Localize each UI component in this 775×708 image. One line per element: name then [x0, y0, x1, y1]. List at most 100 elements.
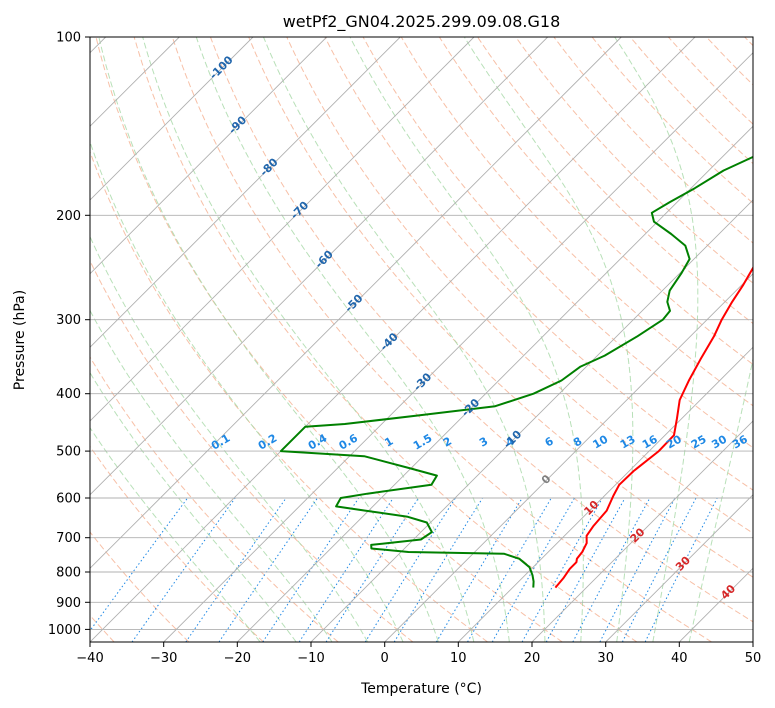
- mixing-ratio-line: [435, 497, 523, 642]
- axis-ticks: −40 −30 −20 −10 0 10 20 30 40 5010020030040050060…: [48, 31, 761, 667]
- y-tick-label: 100: [56, 31, 81, 46]
- isotherm-line: [457, 346, 753, 642]
- chart-title: wetPf2_GN04.2025.299.09.08.G18: [283, 12, 561, 32]
- x-tick-label: 30: [597, 651, 614, 666]
- dry-adiabat: [438, 37, 753, 366]
- dry-adiabat: [477, 37, 753, 325]
- isotherm-label: 0: [539, 472, 554, 487]
- mixing-ratio-label: 16: [640, 432, 660, 451]
- isotherm-label: -20: [459, 396, 482, 419]
- isotherm-line: [90, 37, 328, 275]
- y-tick-label: 400: [56, 387, 81, 402]
- x-tick-label: −10: [297, 651, 324, 666]
- isotherm-label: -90: [226, 113, 249, 136]
- x-tick-label: −40: [76, 651, 103, 666]
- moist-adiabat: [262, 37, 546, 642]
- background-grid: [90, 37, 753, 642]
- isotherm-label: 30: [673, 553, 693, 573]
- isotherm-line: [605, 494, 753, 642]
- mixing-ratio-line: [218, 497, 318, 642]
- moist-adiabat: [90, 371, 297, 642]
- mixing-ratio-label: 8: [571, 435, 584, 450]
- mixing-ratio-line: [644, 497, 718, 642]
- y-tick-label: 900: [56, 596, 81, 611]
- dry-adiabat: [210, 37, 753, 623]
- x-axis-label: Temperature (°C): [360, 681, 482, 697]
- dewpoint-line: [279, 155, 753, 588]
- mixing-ratio-label: 25: [689, 433, 709, 452]
- mixing-ratio-label: 20: [664, 432, 684, 451]
- dry-adiabat: [90, 445, 264, 642]
- isotherm-line: [90, 37, 254, 201]
- dry-adiabat: [591, 37, 753, 204]
- x-tick-label: 50: [745, 651, 762, 666]
- mixing-ratio-line: [545, 497, 626, 642]
- mixing-ratio-line: [393, 497, 483, 642]
- moist-adiabat: [98, 37, 439, 642]
- moist-adiabat: [90, 235, 369, 642]
- moist-adiabat: [463, 37, 634, 642]
- moist-adiabat: [614, 37, 699, 642]
- temperature-line: [554, 266, 753, 589]
- x-tick-label: 40: [671, 651, 688, 666]
- y-axis-label: Pressure (hPa): [12, 290, 28, 390]
- isotherm-label: -30: [411, 370, 434, 393]
- mixing-ratio-label: 1.5: [411, 432, 434, 453]
- dry-adiabat: [248, 37, 753, 578]
- y-tick-label: 1000: [48, 623, 81, 638]
- isotherm-label: 40: [718, 582, 738, 602]
- mixing-ratio-line: [621, 497, 697, 642]
- dry-adiabat: [90, 356, 339, 642]
- dry-adiabat: [400, 37, 753, 407]
- x-tick-label: 20: [524, 651, 541, 666]
- isotherm-line: [752, 641, 753, 642]
- mixing-ratio-line: [325, 497, 419, 642]
- mixing-ratio-label: 30: [709, 432, 729, 451]
- isotherm-label: 20: [628, 525, 648, 545]
- dry-adiabat: [553, 37, 753, 244]
- x-tick-label: −20: [224, 651, 251, 666]
- y-tick-label: 800: [56, 566, 81, 581]
- isotherm-label: 10: [581, 498, 601, 518]
- isotherm-label: -10: [501, 428, 524, 451]
- y-tick-label: 600: [56, 492, 81, 507]
- mixing-ratio-line: [364, 497, 456, 642]
- moist-adiabat: [90, 426, 261, 642]
- mixing-ratio-line: [599, 497, 676, 642]
- moist-adiabat: [90, 309, 333, 642]
- moist-adiabat: [688, 356, 753, 642]
- dry-adiabat: [286, 37, 753, 534]
- isotherm-line: [678, 567, 753, 642]
- y-tick-label: 500: [56, 445, 81, 460]
- data-series: [279, 155, 753, 589]
- y-tick-label: 200: [56, 209, 81, 224]
- isotherm-line: [384, 273, 753, 642]
- isotherm-label: -70: [288, 198, 311, 221]
- dry-adiabat: [744, 37, 753, 47]
- mixing-ratio-line: [90, 497, 189, 632]
- dry-adiabat: [362, 37, 753, 449]
- mixing-ratio-label: 0.4: [306, 431, 330, 452]
- x-tick-label: 0: [381, 651, 389, 666]
- isotherm-label: -40: [378, 330, 401, 353]
- dry-adiabat: [90, 259, 414, 642]
- isotherm-line: [163, 52, 753, 642]
- mixing-ratio-label: 13: [618, 433, 638, 452]
- mixing-ratio-label: 1: [382, 435, 395, 450]
- dry-adiabat: [668, 37, 753, 125]
- dry-adiabat: [324, 37, 753, 491]
- mixing-ratio-label: 0.1: [209, 432, 232, 453]
- isotherm-line: [90, 37, 696, 642]
- isotherm-line: [531, 420, 753, 642]
- moist-adiabat: [142, 37, 475, 642]
- y-tick-label: 300: [56, 313, 81, 328]
- moist-adiabat: [90, 140, 404, 642]
- dry-adiabat: [133, 37, 638, 642]
- mixing-ratio-line: [262, 497, 360, 642]
- mixing-ratio-label: 6: [543, 434, 556, 449]
- mixing-ratio-label: 3: [477, 435, 490, 450]
- isotherm-line: [90, 37, 475, 422]
- isotherm-line: [90, 37, 401, 348]
- moist-adiabat: [349, 37, 584, 642]
